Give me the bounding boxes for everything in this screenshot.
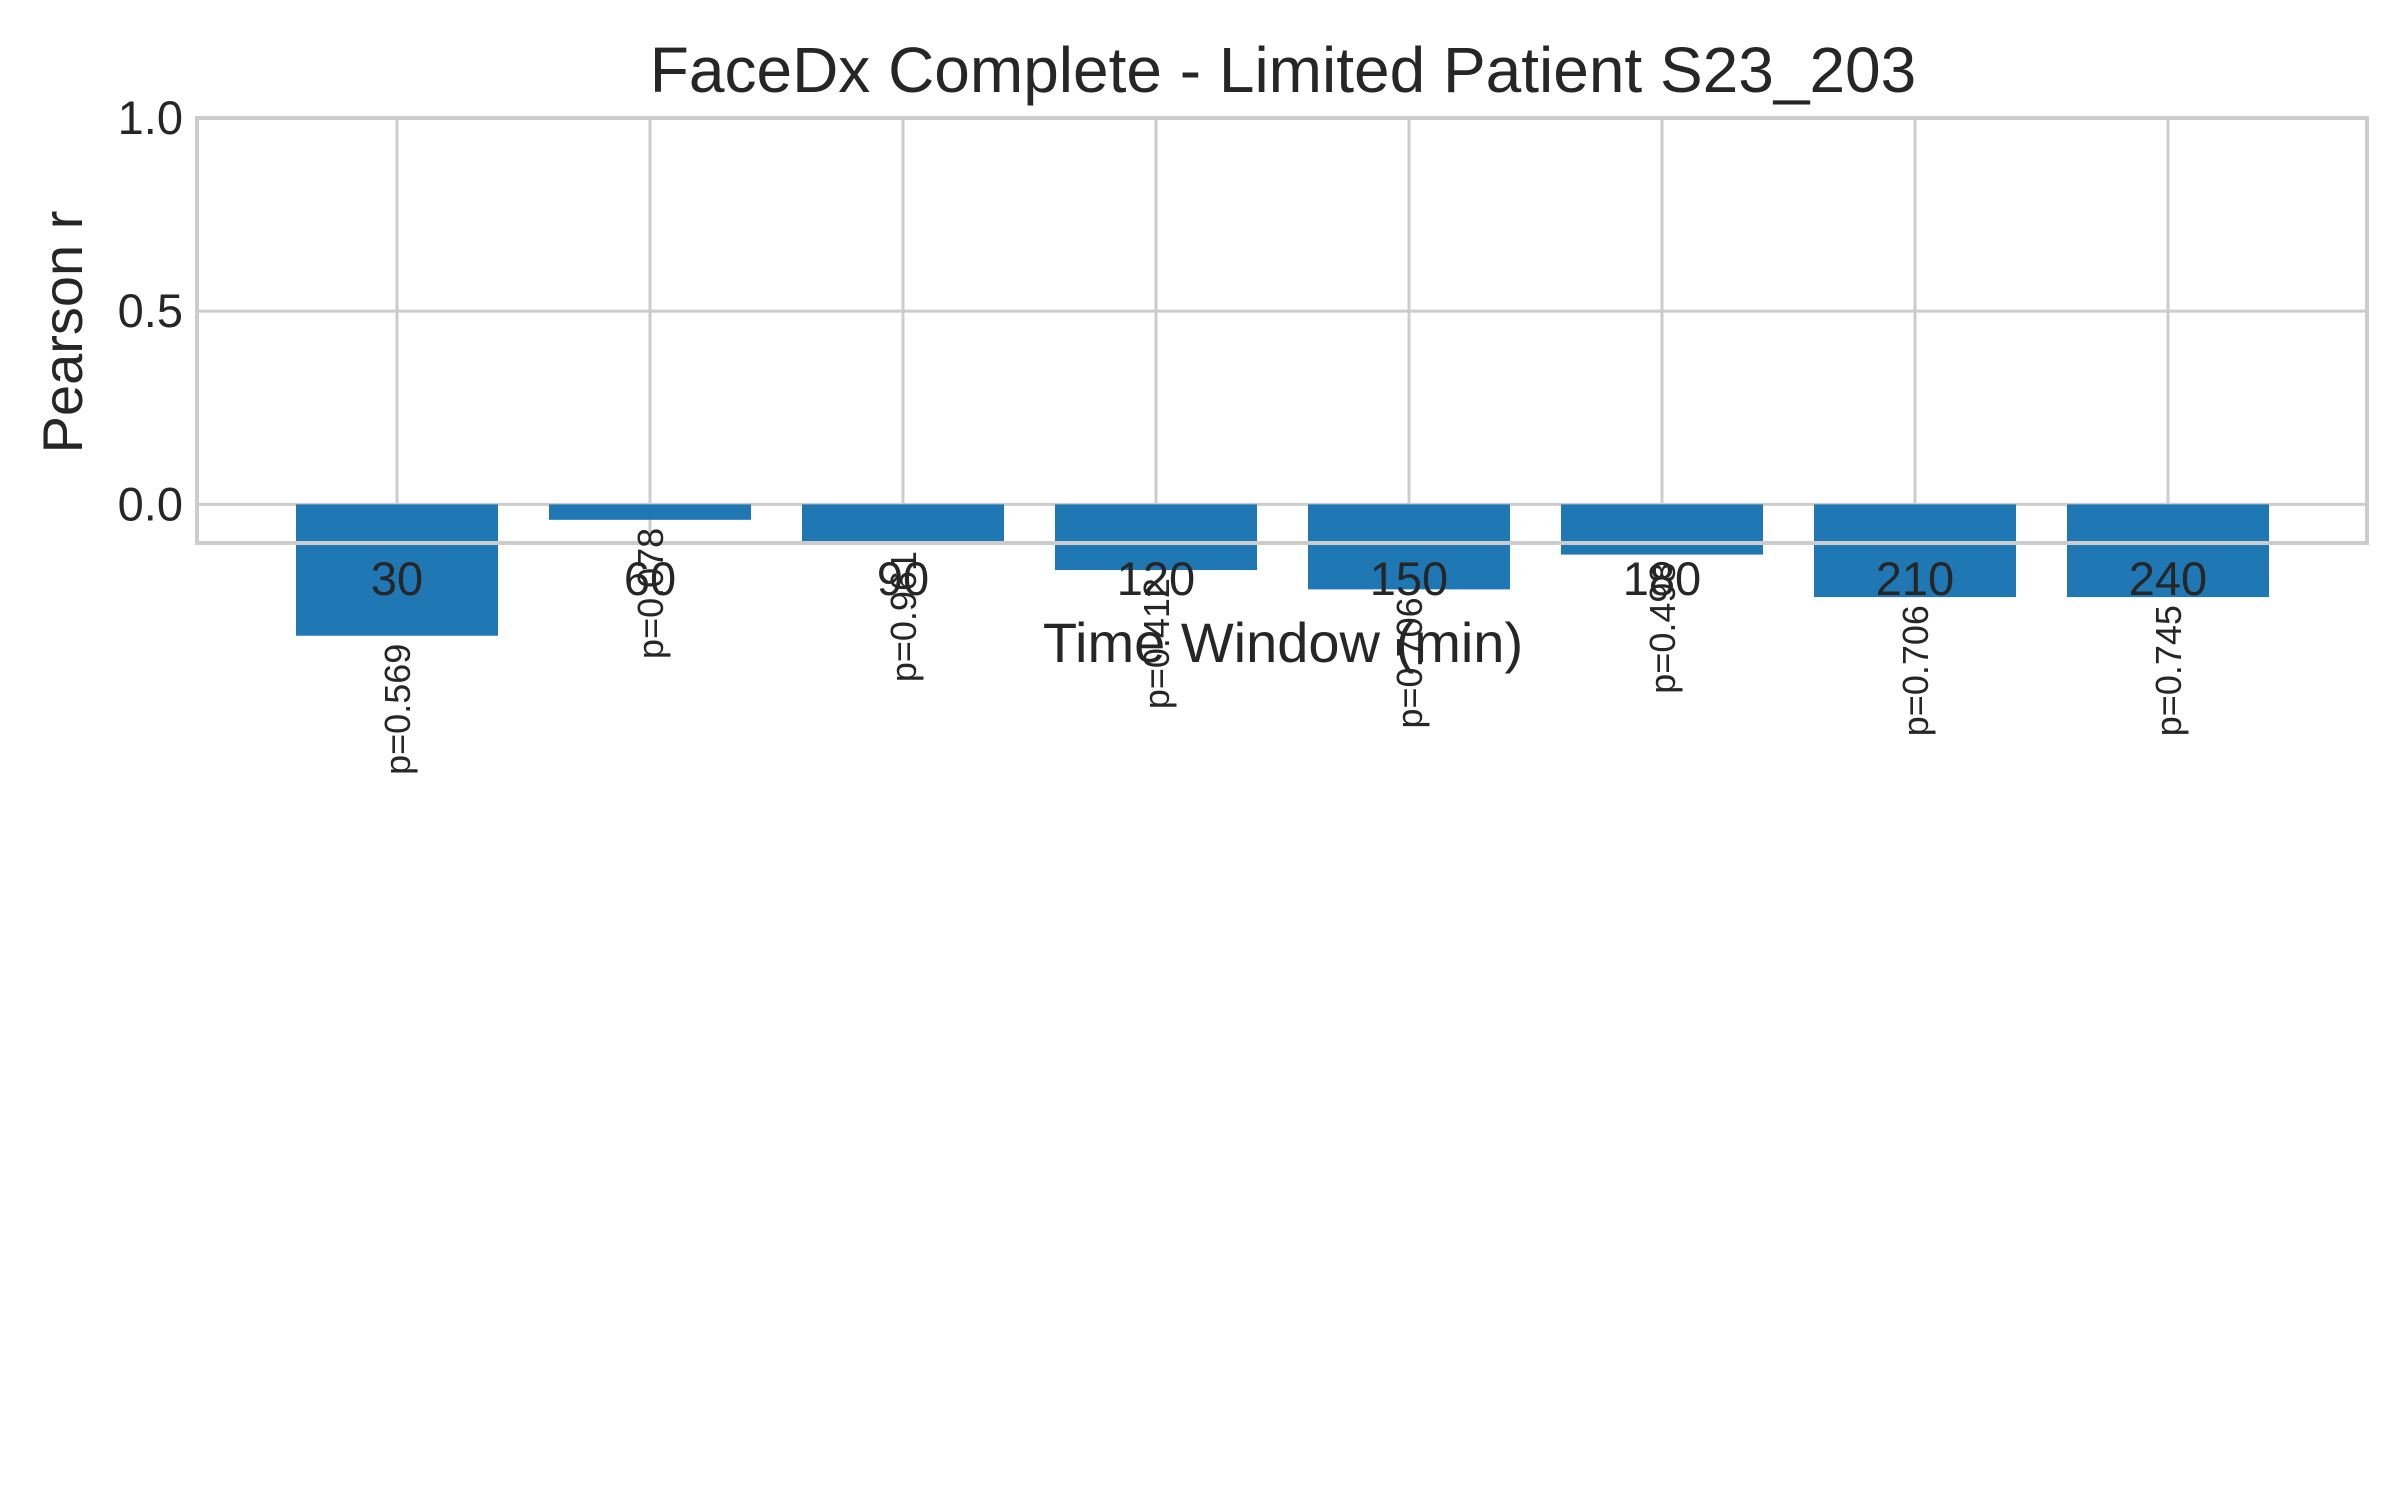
x-tick-label: 150 [1370, 552, 1448, 605]
chart-title: FaceDx Complete - Limited Patient S23_20… [650, 34, 1916, 106]
y-tick-label: 0.5 [118, 284, 183, 337]
bar-60 [549, 504, 751, 520]
p-value-label: p=0.078 [630, 528, 671, 659]
x-tick-label: 60 [624, 552, 676, 605]
x-tick-label: 240 [2129, 552, 2207, 605]
x-tick-label: 180 [1623, 552, 1701, 605]
x-axis-label: Time Window (min) [1043, 611, 1523, 674]
bar-180 [1561, 504, 1763, 555]
p-value-labels: p=0.569 p=0.078 p=0.961 p=0.412 p=0.706 p=0.4… [377, 528, 2189, 775]
x-axis-ticks: 30 60 90 120 150 180 210 240 [371, 552, 2207, 605]
p-value-label: p=0.498 [1642, 563, 1683, 694]
y-axis-label: Pearson r [31, 211, 94, 454]
x-tick-label: 90 [877, 552, 929, 605]
bar-150 [1308, 504, 1510, 590]
bar-240 [2067, 504, 2269, 598]
y-tick-label: 0.0 [118, 477, 183, 530]
p-value-label: p=0.745 [2148, 605, 2189, 736]
bars [296, 504, 2269, 636]
plot-frame [195, 116, 2369, 545]
p-value-label: p=0.706 [1895, 605, 1936, 736]
p-value-label: p=0.961 [883, 551, 924, 682]
x-tick-label: 210 [1876, 552, 1954, 605]
p-value-label: p=0.706 [1389, 597, 1430, 728]
p-value-label: p=0.412 [1136, 578, 1177, 709]
p-value-label: p=0.569 [377, 644, 418, 775]
bar-120 [1055, 504, 1257, 571]
y-axis-ticks: 0.0 0.5 1.0 [118, 91, 183, 530]
grid-lines [197, 116, 2367, 543]
x-tick-label: 120 [1117, 552, 1195, 605]
bar-30 [296, 504, 498, 636]
y-tick-label: 1.0 [118, 91, 183, 144]
bar-210 [1814, 504, 2016, 598]
bar-90 [802, 504, 1004, 543]
x-tick-label: 30 [371, 552, 423, 605]
